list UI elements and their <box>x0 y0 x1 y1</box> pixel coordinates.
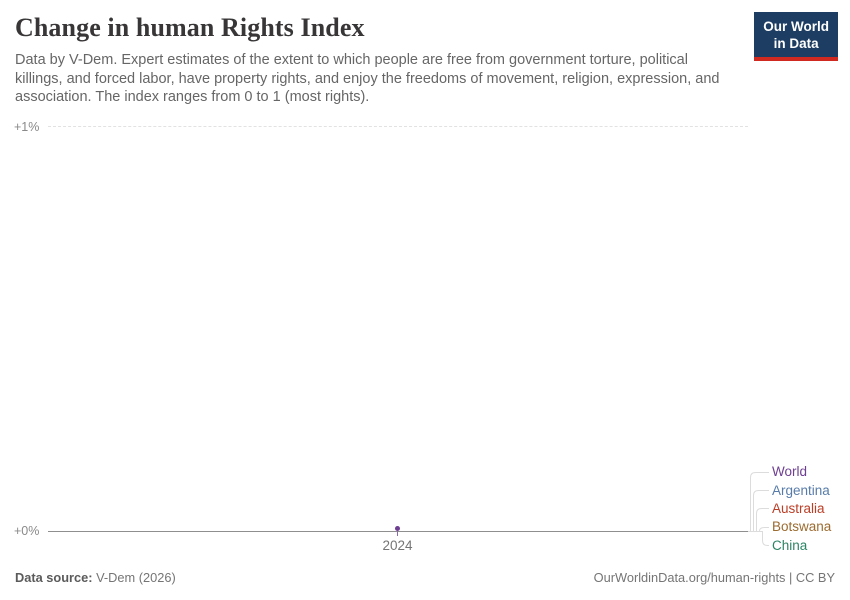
owid-logo[interactable]: Our World in Data <box>754 12 838 61</box>
data-source-note: Data source: V-Dem (2026) <box>15 570 176 585</box>
legend-item-world[interactable]: World <box>772 464 808 479</box>
x-tick-label-2024: 2024 <box>382 538 413 553</box>
owid-logo-line1: Our World <box>763 19 829 34</box>
data-source-value: V-Dem (2026) <box>92 570 176 585</box>
legend-item-australia[interactable]: Australia <box>772 501 825 516</box>
y-tick-label-bottom: +0% <box>14 524 40 538</box>
x-axis-tick-2024 <box>397 531 398 536</box>
data-source-label: Data source: <box>15 570 93 585</box>
legend-item-china[interactable]: China <box>772 538 808 553</box>
footer-link[interactable]: OurWorldinData.org/human-rights | CC BY <box>593 570 835 585</box>
legend-item-argentina[interactable]: Argentina <box>772 483 830 498</box>
owid-logo-line2: in Data <box>773 36 819 52</box>
chart-subtitle: Data by V-Dem. Expert estimates of the e… <box>15 52 720 106</box>
page-title: Change in human Rights Index <box>15 13 365 42</box>
gridline-plus1pct <box>48 126 748 127</box>
x-axis-baseline <box>48 531 748 532</box>
y-tick-label-top: +1% <box>14 120 40 134</box>
legend-item-botswana[interactable]: Botswana <box>772 519 832 534</box>
data-point-2024[interactable] <box>395 526 400 531</box>
